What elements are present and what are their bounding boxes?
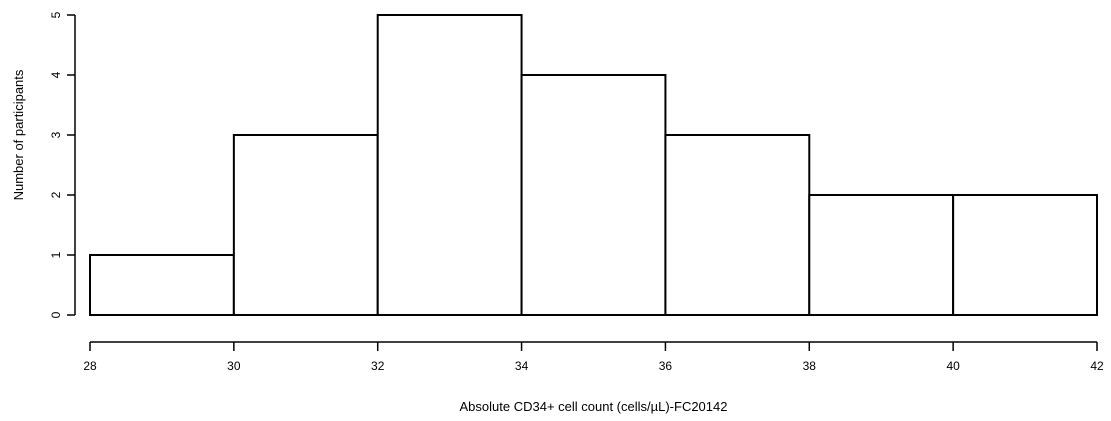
x-tick-label: 36 (659, 359, 673, 373)
histogram-bar-2 (232, 134, 379, 316)
y-tick-label: 5 (49, 11, 63, 18)
x-tick-label: 38 (803, 359, 817, 373)
histogram-bar-4 (520, 74, 667, 316)
y-tick-label: 1 (49, 251, 63, 258)
y-tick-label: 4 (49, 71, 63, 78)
histogram-bar-3 (376, 14, 523, 316)
y-tick-label: 3 (49, 131, 63, 138)
histogram-bar-6 (808, 194, 955, 316)
y-axis-title: Number of participants (11, 69, 26, 200)
histogram-bar-7 (952, 194, 1099, 316)
x-tick-label: 30 (227, 359, 241, 373)
x-tick-label: 42 (1090, 359, 1104, 373)
x-tick-label: 32 (371, 359, 385, 373)
histogram-bar-5 (664, 134, 811, 316)
histogram-bars (89, 14, 1099, 316)
x-axis: 28 30 32 34 36 38 40 42 (83, 341, 1104, 373)
histogram-bar-1 (89, 254, 235, 316)
x-tick-label: 34 (515, 359, 529, 373)
x-axis-title: Absolute CD34+ cell count (cells/µL)-FC2… (460, 399, 728, 414)
x-tick-label: 28 (83, 359, 97, 373)
y-axis: 0 1 2 3 4 5 (49, 11, 76, 318)
x-tick-label: 40 (946, 359, 960, 373)
y-tick-label: 2 (49, 191, 63, 198)
y-tick-label: 0 (49, 311, 63, 318)
